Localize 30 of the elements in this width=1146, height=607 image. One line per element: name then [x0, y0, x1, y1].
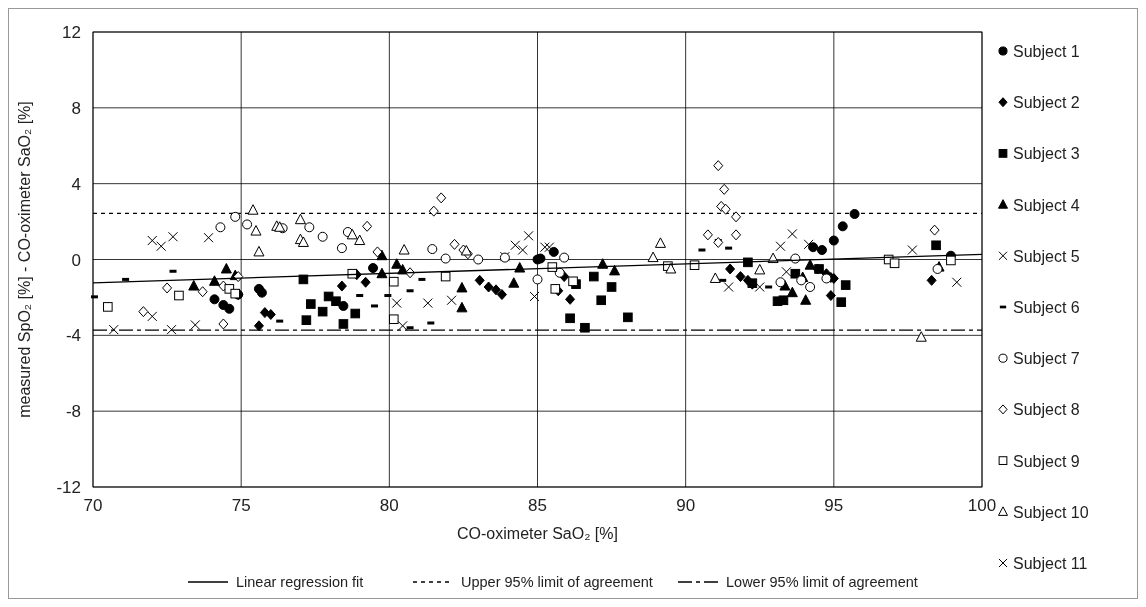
y-tick-label: -12 [56, 478, 81, 497]
x-tick-label: 70 [83, 496, 103, 515]
legend-label: Subject 8 [1013, 401, 1080, 419]
legend-label: Subject 11 [1013, 555, 1088, 572]
y-tick-label: 0 [71, 250, 81, 270]
x-tick-label: 95 [824, 496, 844, 515]
legend-label: Subject 1 [1013, 43, 1080, 60]
y-tick-label: 12 [62, 23, 81, 42]
x-tick-label: 85 [528, 496, 547, 515]
legend-label: Linear regression fit [236, 574, 364, 590]
legend-label: Subject 9 [1013, 452, 1080, 470]
x-tick-label: 80 [379, 496, 399, 515]
legend-label: Subject 4 [1013, 196, 1080, 214]
legend-label: Subject 7 [1013, 350, 1080, 368]
y-tick-label: -4 [65, 326, 81, 346]
legend-label: Subject 6 [1013, 299, 1080, 316]
y-axis-title: measured SpO₂ [%] - CO-oximeter SaO₂ [%] [16, 101, 33, 418]
y-tick-label: 8 [71, 98, 81, 118]
x-axis-title: CO-oximeter SaO₂ [%] [457, 525, 618, 542]
legend-label: Upper 95% limit of agreement [461, 574, 653, 590]
x-tick-label: 100 [967, 496, 997, 515]
legend-label: Subject 5 [1013, 247, 1080, 265]
y-tick-label: -8 [65, 402, 81, 422]
x-tick-label: 75 [231, 496, 251, 515]
y-tick-label: 4 [71, 174, 81, 194]
legend-label: Lower 95% limit of agreement [726, 574, 918, 590]
legend-label: Subject 2 [1013, 94, 1080, 112]
legend-label: Subject 3 [1013, 145, 1080, 163]
x-tick-label: 90 [676, 496, 696, 515]
legend-label: Subject 10 [1013, 503, 1089, 521]
